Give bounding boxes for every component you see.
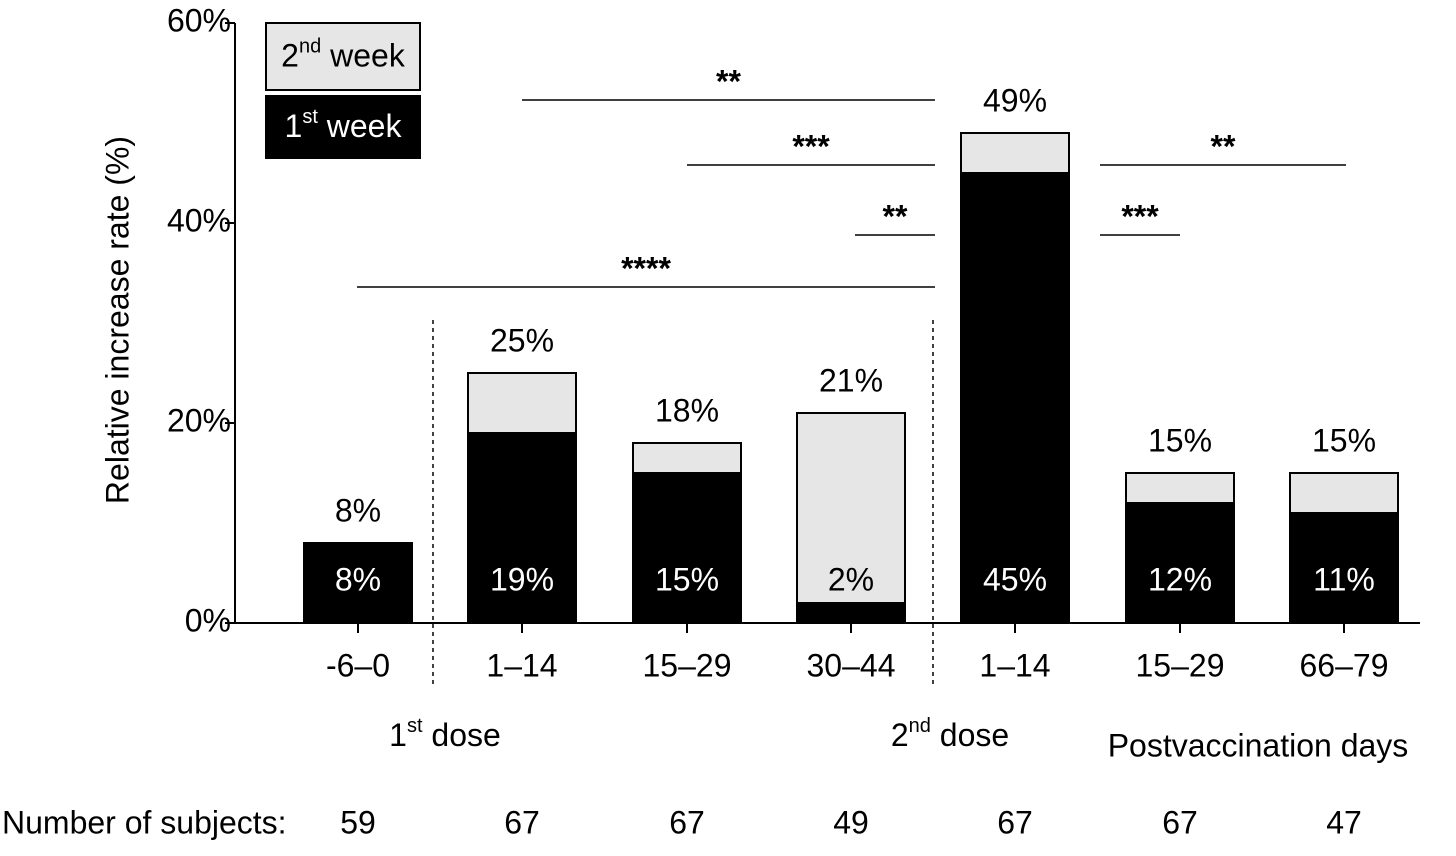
bar-segment bbox=[467, 432, 577, 624]
y-tick-label: 0% bbox=[185, 602, 231, 638]
total-label: 8% bbox=[335, 492, 381, 528]
bar-segment bbox=[960, 132, 1070, 174]
x-tick-label: 15–29 bbox=[643, 647, 732, 683]
significance-label: *** bbox=[1121, 198, 1159, 234]
total-label: 49% bbox=[983, 82, 1047, 118]
bar-segment bbox=[796, 602, 906, 624]
bar-segment bbox=[1125, 472, 1235, 504]
value-label: 12% bbox=[1148, 561, 1212, 597]
total-label: 18% bbox=[655, 392, 719, 428]
bar-segment bbox=[303, 542, 413, 624]
bar-segment bbox=[960, 172, 1070, 624]
total-label: 15% bbox=[1148, 422, 1212, 458]
value-label: 19% bbox=[490, 561, 554, 597]
y-tick-label: 60% bbox=[167, 2, 231, 38]
x-tick-label: 30–44 bbox=[807, 647, 896, 683]
significance-label: ** bbox=[883, 198, 908, 234]
subjects-count: 49 bbox=[833, 804, 869, 840]
value-label: 8% bbox=[335, 561, 381, 597]
group-label: 2nd dose bbox=[891, 715, 1009, 753]
value-label: 15% bbox=[655, 561, 719, 597]
significance-label: **** bbox=[621, 250, 671, 286]
subjects-count: 59 bbox=[340, 804, 376, 840]
significance-label: ** bbox=[716, 63, 741, 99]
x-tick-label: 1–14 bbox=[486, 647, 557, 683]
bar-segment bbox=[1289, 472, 1399, 514]
legend-label: 1st week bbox=[285, 106, 403, 144]
total-label: 15% bbox=[1312, 422, 1376, 458]
group-label: 1st dose bbox=[389, 715, 501, 753]
total-label: 21% bbox=[819, 362, 883, 398]
x-tick-label: 1–14 bbox=[979, 647, 1050, 683]
significance-label: *** bbox=[792, 128, 830, 164]
total-label: 25% bbox=[490, 322, 554, 358]
y-axis-label: Relative increase rate (%) bbox=[99, 136, 135, 504]
significance-label: ** bbox=[1211, 128, 1236, 164]
legend-label: 2nd week bbox=[281, 36, 406, 74]
x-tick-label: 66–79 bbox=[1300, 647, 1389, 683]
subjects-count: 67 bbox=[669, 804, 705, 840]
value-label: 45% bbox=[983, 561, 1047, 597]
x-tick-label: -6–0 bbox=[326, 647, 390, 683]
y-tick-label: 40% bbox=[167, 202, 231, 238]
bar-segment bbox=[467, 372, 577, 434]
legend-swatch bbox=[265, 95, 421, 159]
subjects-count: 67 bbox=[997, 804, 1033, 840]
bar-segment bbox=[1289, 512, 1399, 624]
value-label: 2% bbox=[828, 561, 874, 597]
group-label: Postvaccination days bbox=[1108, 727, 1409, 763]
subjects-count: 67 bbox=[1162, 804, 1198, 840]
subjects-count: 47 bbox=[1326, 804, 1362, 840]
x-tick-label: 15–29 bbox=[1136, 647, 1225, 683]
subjects-count: 67 bbox=[504, 804, 540, 840]
subjects-label: Number of subjects: bbox=[2, 804, 287, 840]
bar-segment bbox=[632, 472, 742, 624]
y-tick-label: 20% bbox=[167, 402, 231, 438]
value-label: 11% bbox=[1313, 561, 1375, 597]
bar-segment bbox=[796, 412, 906, 604]
legend-swatch bbox=[265, 22, 421, 91]
bar-segment bbox=[632, 442, 742, 474]
